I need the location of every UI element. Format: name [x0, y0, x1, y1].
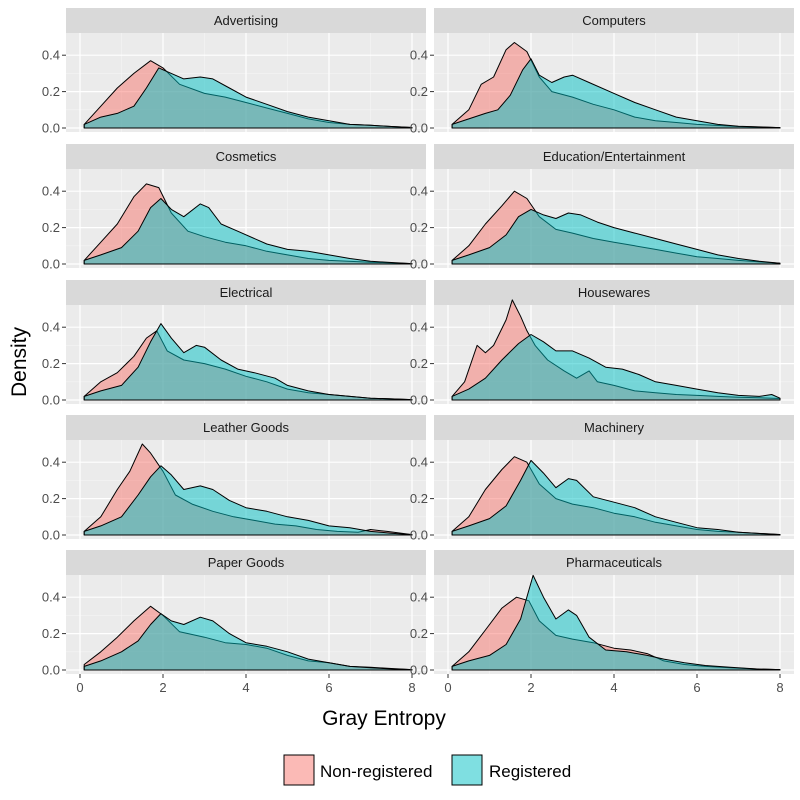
- facet-panel: Leather Goods 0.0 0.2 0.4: [42, 415, 426, 543]
- facet-strip: [66, 415, 426, 440]
- y-tick-label: 0.2: [42, 356, 60, 371]
- y-tick-label: 0.0: [42, 393, 60, 408]
- density-area-registered: [83, 67, 413, 129]
- legend-key-registered: [451, 754, 483, 786]
- y-tick-label: 0.4: [42, 455, 60, 470]
- density-area-registered: [451, 334, 781, 401]
- y-tick-label: 0.4: [42, 320, 60, 335]
- y-tick-label: 0.4: [410, 48, 428, 63]
- facet-panel: Paper Goods 0.0 0.2 0.4 0 2 4 6 8: [42, 550, 426, 695]
- facet-panel: Housewares 0.0 0.2 0.4: [410, 280, 794, 408]
- y-tick-label: 0.4: [42, 48, 60, 63]
- y-tick-label: 0.2: [410, 220, 428, 235]
- x-tick-label: 2: [527, 680, 534, 695]
- facet-strip: [434, 415, 794, 440]
- density-area-registered: [83, 613, 413, 671]
- y-tick-label: 0.2: [410, 356, 428, 371]
- facet-panel: Machinery 0.0 0.2 0.4: [410, 415, 794, 543]
- y-tick-label: 0.4: [42, 590, 60, 605]
- facet-title: Paper Goods: [208, 555, 285, 570]
- facet-title: Education/Entertainment: [543, 149, 686, 164]
- facet-title: Computers: [582, 13, 646, 28]
- legend-key-non-registered: [283, 754, 315, 786]
- y-tick-label: 0.2: [42, 491, 60, 506]
- y-tick-label: 0.2: [42, 626, 60, 641]
- y-tick-label: 0.4: [410, 184, 428, 199]
- density-area-registered: [451, 459, 781, 536]
- y-tick-label: 0.4: [410, 590, 428, 605]
- facet-panel: Advertising 0.0 0.2 0.4: [42, 8, 426, 136]
- x-tick-label: 4: [242, 680, 249, 695]
- facet-strip: [66, 144, 426, 169]
- facet-strip: [434, 144, 794, 169]
- legend-label-registered: Registered: [489, 762, 571, 781]
- facet-title: Leather Goods: [203, 420, 290, 435]
- facet-title: Pharmaceuticals: [566, 555, 663, 570]
- y-tick-label: 0.0: [42, 121, 60, 136]
- y-tick-label: 0.2: [410, 626, 428, 641]
- y-tick-label: 0.2: [42, 220, 60, 235]
- facet-panel: Education/Entertainment 0.0 0.2 0.4: [410, 144, 794, 272]
- y-tick-label: 0.0: [410, 393, 428, 408]
- x-tick-label: 6: [693, 680, 700, 695]
- density-area-registered: [83, 198, 413, 265]
- x-tick-label: 0: [444, 680, 451, 695]
- y-tick-label: 0.2: [42, 84, 60, 99]
- facets-layer: Advertising0.00.20.4Computers0.00.20.4Co…: [42, 8, 794, 695]
- y-tick-label: 0.0: [410, 528, 428, 543]
- facet-strip: [66, 280, 426, 305]
- facet-strip: [66, 550, 426, 575]
- facet-strip: [434, 280, 794, 305]
- density-area-registered: [83, 323, 413, 401]
- facet-title: Cosmetics: [216, 149, 277, 164]
- x-tick-label: 8: [408, 680, 415, 695]
- facet-panel: Pharmaceuticals 0.0 0.2 0.4 0 2 4 6 8: [410, 550, 794, 695]
- facet-title: Housewares: [578, 285, 651, 300]
- y-tick-label: 0.0: [42, 257, 60, 272]
- facet-strip: [66, 8, 426, 33]
- y-tick-label: 0.4: [410, 320, 428, 335]
- density-area-registered: [83, 465, 413, 536]
- x-tick-label: 4: [610, 680, 617, 695]
- y-tick-label: 0.4: [42, 184, 60, 199]
- y-tick-label: 0.0: [410, 257, 428, 272]
- density-area-registered: [451, 208, 781, 265]
- x-tick-label: 6: [325, 680, 332, 695]
- facet-title: Machinery: [584, 420, 644, 435]
- y-tick-label: 0.0: [42, 528, 60, 543]
- y-tick-label: 0.2: [410, 491, 428, 506]
- y-tick-label: 0.0: [42, 663, 60, 678]
- y-tick-label: 0.4: [410, 455, 428, 470]
- facet-panel: Computers 0.0 0.2 0.4: [410, 8, 794, 136]
- y-tick-label: 0.0: [410, 663, 428, 678]
- y-tick-label: 0.0: [410, 121, 428, 136]
- facet-title: Electrical: [220, 285, 273, 300]
- x-tick-label: 0: [76, 680, 83, 695]
- y-tick-label: 0.2: [410, 84, 428, 99]
- legend: Non-registered Registered: [283, 754, 571, 786]
- x-axis-title: Gray Entropy: [322, 707, 446, 730]
- facet-panel: Cosmetics 0.0 0.2 0.4: [42, 144, 426, 272]
- y-axis-title: Density: [8, 326, 31, 397]
- legend-label-non-registered: Non-registered: [320, 762, 432, 781]
- density-area-registered: [451, 58, 781, 129]
- density-area-registered: [451, 574, 781, 671]
- x-tick-label: 2: [159, 680, 166, 695]
- facet-title: Advertising: [214, 13, 278, 28]
- x-tick-label: 8: [776, 680, 783, 695]
- facet-strip: [434, 550, 794, 575]
- facet-strip: [434, 8, 794, 33]
- facet-panel: Electrical 0.0 0.2 0.4: [42, 280, 426, 408]
